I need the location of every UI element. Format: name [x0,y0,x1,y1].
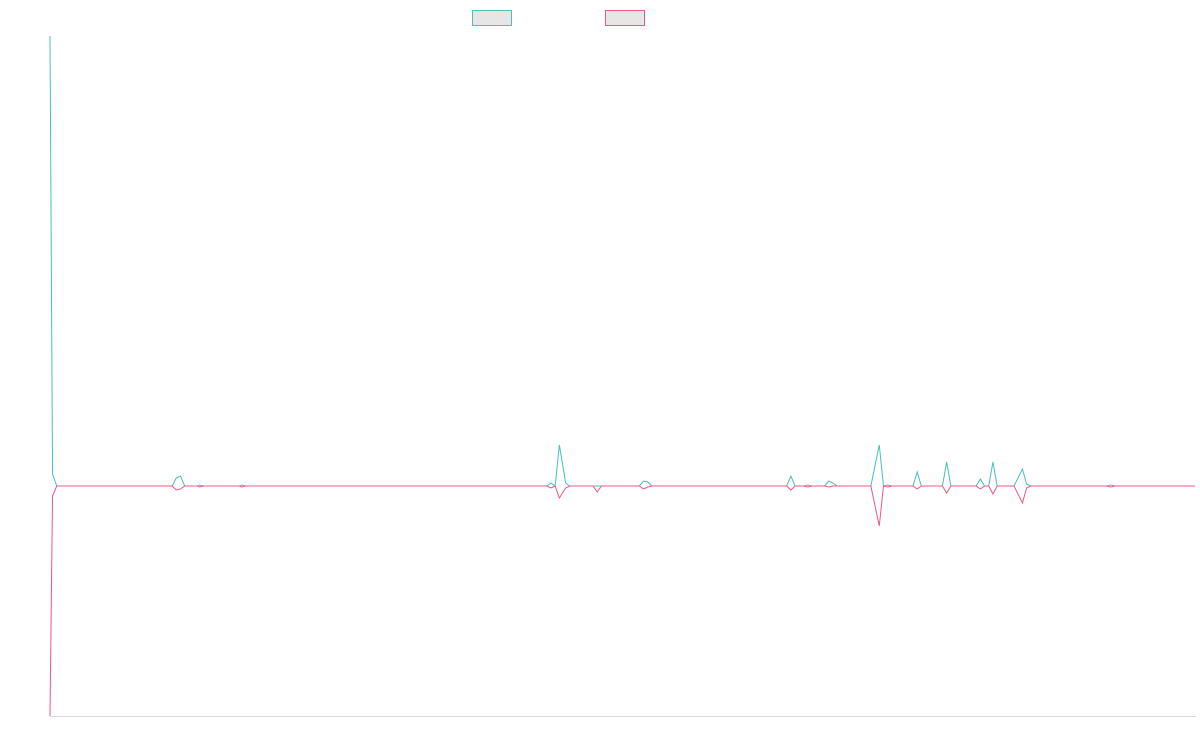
series-line-1 [49,35,1195,487]
legend[interactable] [472,10,645,26]
series-line-2 [49,485,1195,717]
legend-swatch-1[interactable] [472,10,512,26]
series-layer [49,35,1195,717]
legend-swatch-2[interactable] [605,10,645,26]
